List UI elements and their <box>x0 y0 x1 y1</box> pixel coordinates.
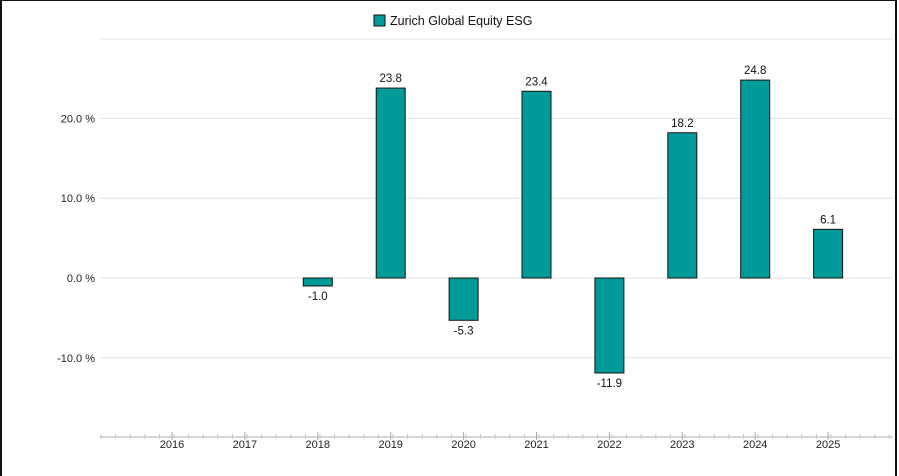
x-axis: 2016 2017 2018 2019 2020 2021 2022 2023 2024 2025 <box>100 432 893 451</box>
data-label: 24.8 <box>744 65 766 77</box>
data-label: 18.2 <box>671 118 693 130</box>
y-axis: 20.0 % 10.0 % 0.0 % -10.0 % <box>57 113 95 364</box>
bar[interactable] <box>594 277 625 374</box>
x-tick-label: 2022 <box>597 439 621 451</box>
x-tick-label: 2018 <box>306 439 330 451</box>
legend[interactable]: Zurich Global Equity ESG <box>373 14 532 28</box>
x-tick-label: 2017 <box>233 439 257 451</box>
x-tick-label: 2020 <box>451 439 475 451</box>
bar[interactable] <box>667 132 698 279</box>
x-tick-label: 2025 <box>816 439 840 451</box>
y-tick-label: 20.0 % <box>61 113 95 125</box>
data-labels: -1.0 23.8 -5.3 23.4 -11.9 18.2 24.8 6.1 <box>308 65 836 390</box>
y-tick-label: 10.0 % <box>61 193 95 205</box>
legend-swatch <box>373 14 386 27</box>
x-tick-label: 2021 <box>524 439 548 451</box>
x-tick-label: 2016 <box>160 439 184 451</box>
bar[interactable] <box>302 277 333 287</box>
legend-label: Zurich Global Equity ESG <box>390 14 532 28</box>
y-tick-label: 0.0 % <box>67 273 95 285</box>
x-tick-label: 2024 <box>743 439 767 451</box>
data-label: 23.8 <box>380 73 402 85</box>
data-label: -11.9 <box>597 378 622 390</box>
data-label: -5.3 <box>454 325 474 337</box>
bar[interactable] <box>813 228 844 279</box>
data-label: -1.0 <box>308 291 328 303</box>
bar[interactable] <box>375 87 406 279</box>
bar[interactable] <box>740 79 771 279</box>
gridlines <box>100 38 893 359</box>
data-label: 23.4 <box>525 76 548 88</box>
bar[interactable] <box>521 90 552 279</box>
data-label: 6.1 <box>820 214 836 226</box>
bars <box>302 79 844 374</box>
y-tick-label: -10.0 % <box>57 353 95 365</box>
bar[interactable] <box>448 277 479 321</box>
x-tick-label: 2023 <box>670 439 694 451</box>
x-tick-label: 2019 <box>378 439 402 451</box>
